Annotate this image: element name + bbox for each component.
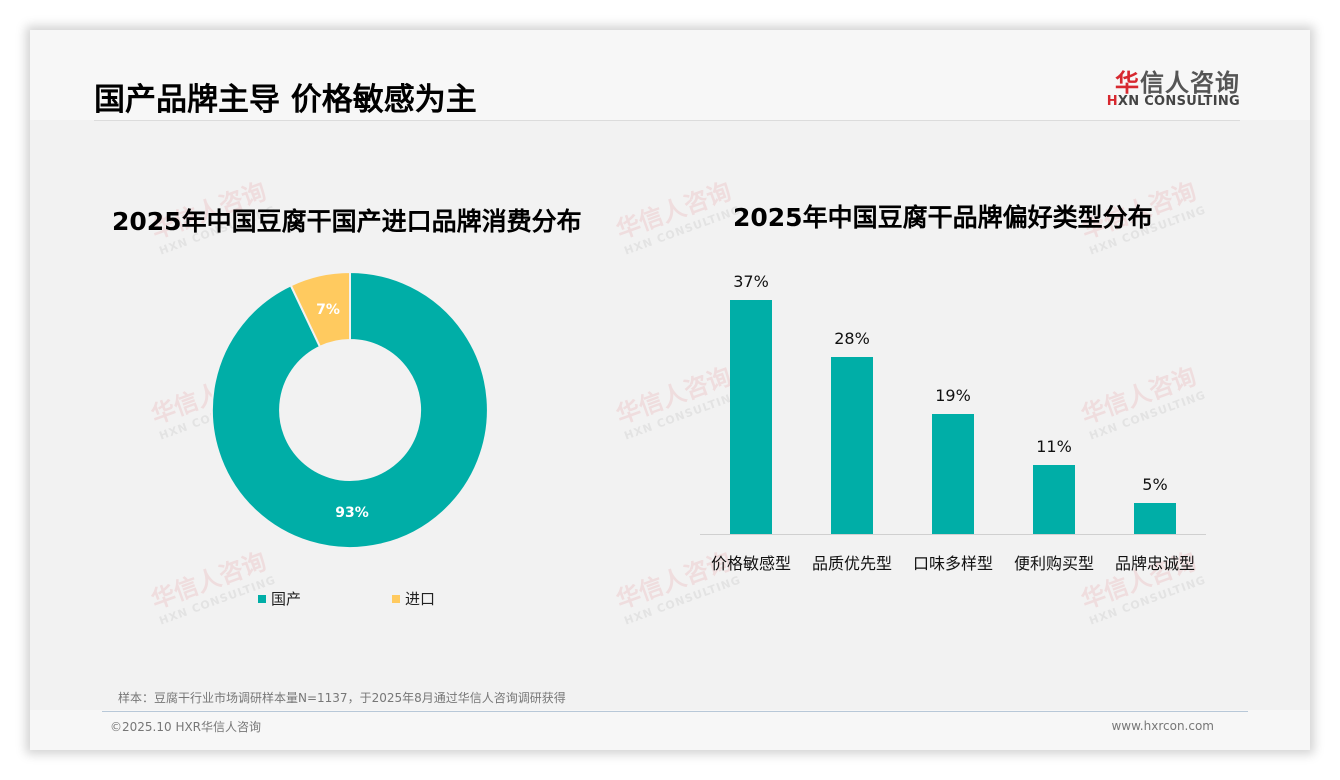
page-title: 国产品牌主导 价格敏感为主	[94, 82, 477, 118]
bar-value: 37%	[733, 272, 769, 291]
donut-chart: 7% 93%	[210, 270, 489, 549]
website-link[interactable]: www.hxrcon.com	[1111, 719, 1214, 733]
bar-value: 19%	[935, 386, 971, 405]
bar-quality-first	[831, 357, 873, 534]
bar-category: 口味多样型	[912, 554, 993, 573]
bar-category: 品牌忠诚型	[1114, 554, 1195, 573]
donut-label-domestic: 93%	[335, 505, 369, 521]
donut-slice-import	[289, 270, 351, 349]
bar-convenience	[1033, 465, 1075, 534]
bar-category: 价格敏感型	[710, 554, 791, 573]
legend-label: 进口	[405, 590, 436, 608]
legend-label: 国产	[271, 590, 302, 608]
legend-item-import: 进口	[392, 588, 435, 609]
bar-flavor-variety	[932, 414, 974, 534]
bar-chart-title: 2025年中国豆腐干品牌偏好类型分布	[733, 203, 1153, 232]
legend-swatch	[258, 594, 266, 603]
bar-category: 便利购买型	[1013, 554, 1094, 573]
copyright: ©2025.10 HXR华信人咨询	[110, 720, 262, 734]
sample-note: 样本：豆腐干行业市场调研样本量N=1137，于2025年8月通过华信人咨询调研获…	[118, 691, 566, 705]
bar-value: 11%	[1036, 437, 1072, 456]
donut-chart-title: 2025年中国豆腐干国产进口品牌消费分布	[112, 207, 582, 236]
legend-item-domestic: 国产	[258, 588, 301, 609]
x-axis-line	[700, 534, 1206, 535]
bar-value: 28%	[834, 329, 870, 348]
footer-divider	[102, 711, 1248, 712]
bar-value: 5%	[1142, 475, 1168, 494]
company-logo: 华信人咨询 HXN CONSULTING	[1106, 63, 1250, 113]
donut-label-import: 7%	[316, 302, 340, 318]
legend-swatch	[392, 594, 400, 603]
donut-slice-domestic	[210, 270, 489, 549]
bar-brand-loyalty	[1134, 503, 1176, 534]
bar-price-sensitive	[730, 300, 772, 534]
title-divider	[94, 120, 1240, 121]
bar-category: 品质优先型	[811, 554, 892, 573]
logo-english: HXN CONSULTING	[1106, 94, 1240, 109]
logo-chinese: 华信人咨询	[1115, 69, 1240, 97]
